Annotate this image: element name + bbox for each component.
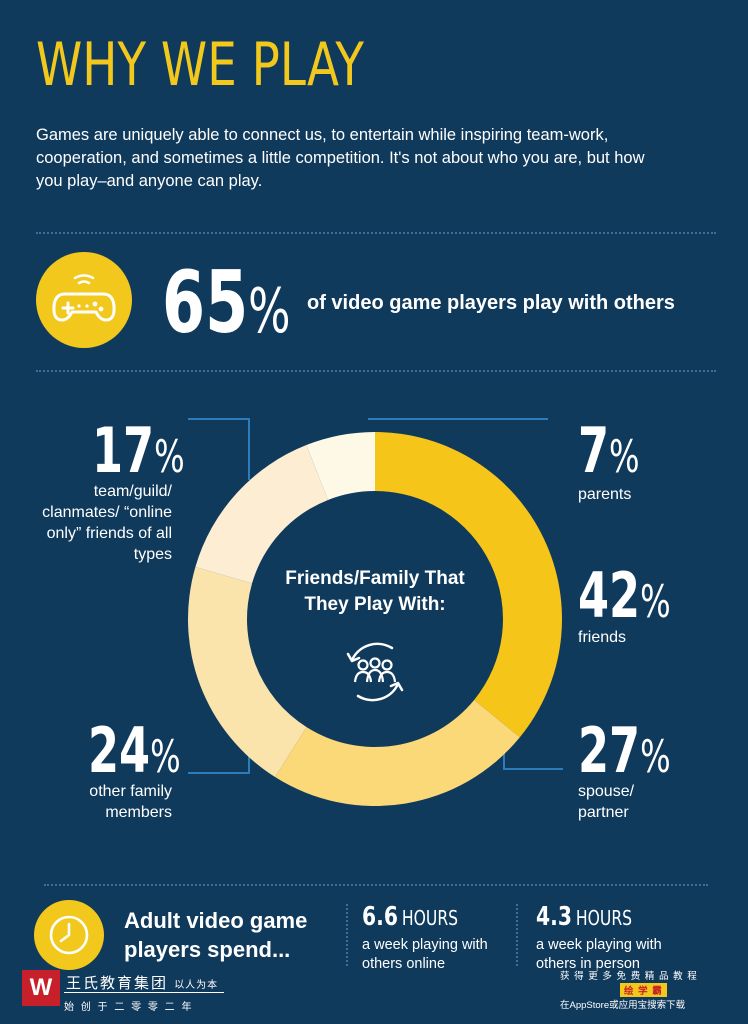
divider-mid xyxy=(36,370,716,372)
donut-slice-3 xyxy=(195,445,329,584)
bracket-team xyxy=(188,418,250,480)
people-cycle-icon xyxy=(346,642,404,702)
watermark-founded: 始 创 于 二 零 零 二 年 xyxy=(64,1002,194,1013)
watermark-company: 王氏教育集团 以人为本 xyxy=(66,975,219,992)
watermark-underline xyxy=(64,992,224,993)
donut-chart xyxy=(188,432,562,806)
watermark-badge: 绘 学 霸 xyxy=(620,983,667,997)
donut-slice-1 xyxy=(275,699,520,806)
footer-separator-2 xyxy=(516,904,518,966)
stat-65-value: 65% xyxy=(162,253,291,353)
online-hours: 6.6 HOURS xyxy=(362,902,459,932)
stat-65-text: of video game players play with others xyxy=(307,292,675,314)
watermark-right-line2: 在AppStore或应用宝搜索下载 xyxy=(560,1000,686,1011)
divider-top xyxy=(36,232,716,234)
donut-center-title: Friends/Family That They Play With: xyxy=(285,568,465,615)
parents-label: parents xyxy=(578,486,632,503)
page-title: WHY WE PLAY xyxy=(36,30,364,100)
team-label: team/guild/ clanmates/ “online only” fri… xyxy=(42,483,172,563)
donut-slice-4 xyxy=(306,432,375,500)
spouse-value: 27% xyxy=(578,714,671,787)
team-value: 17% xyxy=(92,414,185,487)
divider-bottom xyxy=(44,884,708,886)
gamepad-icon xyxy=(52,274,116,322)
friends-label: friends xyxy=(578,629,627,646)
gamepad-badge xyxy=(36,252,132,348)
donut-slice-0 xyxy=(375,432,562,738)
friends-value: 42% xyxy=(578,559,671,632)
watermark-logo: W xyxy=(22,970,60,1006)
footer-separator-1 xyxy=(346,904,348,966)
online-hours-text: a week playing with others online xyxy=(362,937,488,972)
footer-title: Adult video game players spend... xyxy=(124,908,308,962)
watermark-right-line1: 获 得 更 多 免 费 精 品 教 程 xyxy=(560,968,698,982)
family-value: 24% xyxy=(88,714,181,787)
clock-icon xyxy=(49,915,89,955)
bracket-parents xyxy=(368,418,548,420)
spouse-label: spouse/ partner xyxy=(578,783,635,821)
donut-slice-2 xyxy=(188,566,307,778)
intro-paragraph: Games are uniquely able to connect us, t… xyxy=(36,126,645,190)
clock-badge xyxy=(34,900,104,970)
inperson-hours: 4.3 HOURS xyxy=(536,902,633,932)
family-label: other family members xyxy=(89,783,172,821)
parents-value: 7% xyxy=(578,414,640,487)
